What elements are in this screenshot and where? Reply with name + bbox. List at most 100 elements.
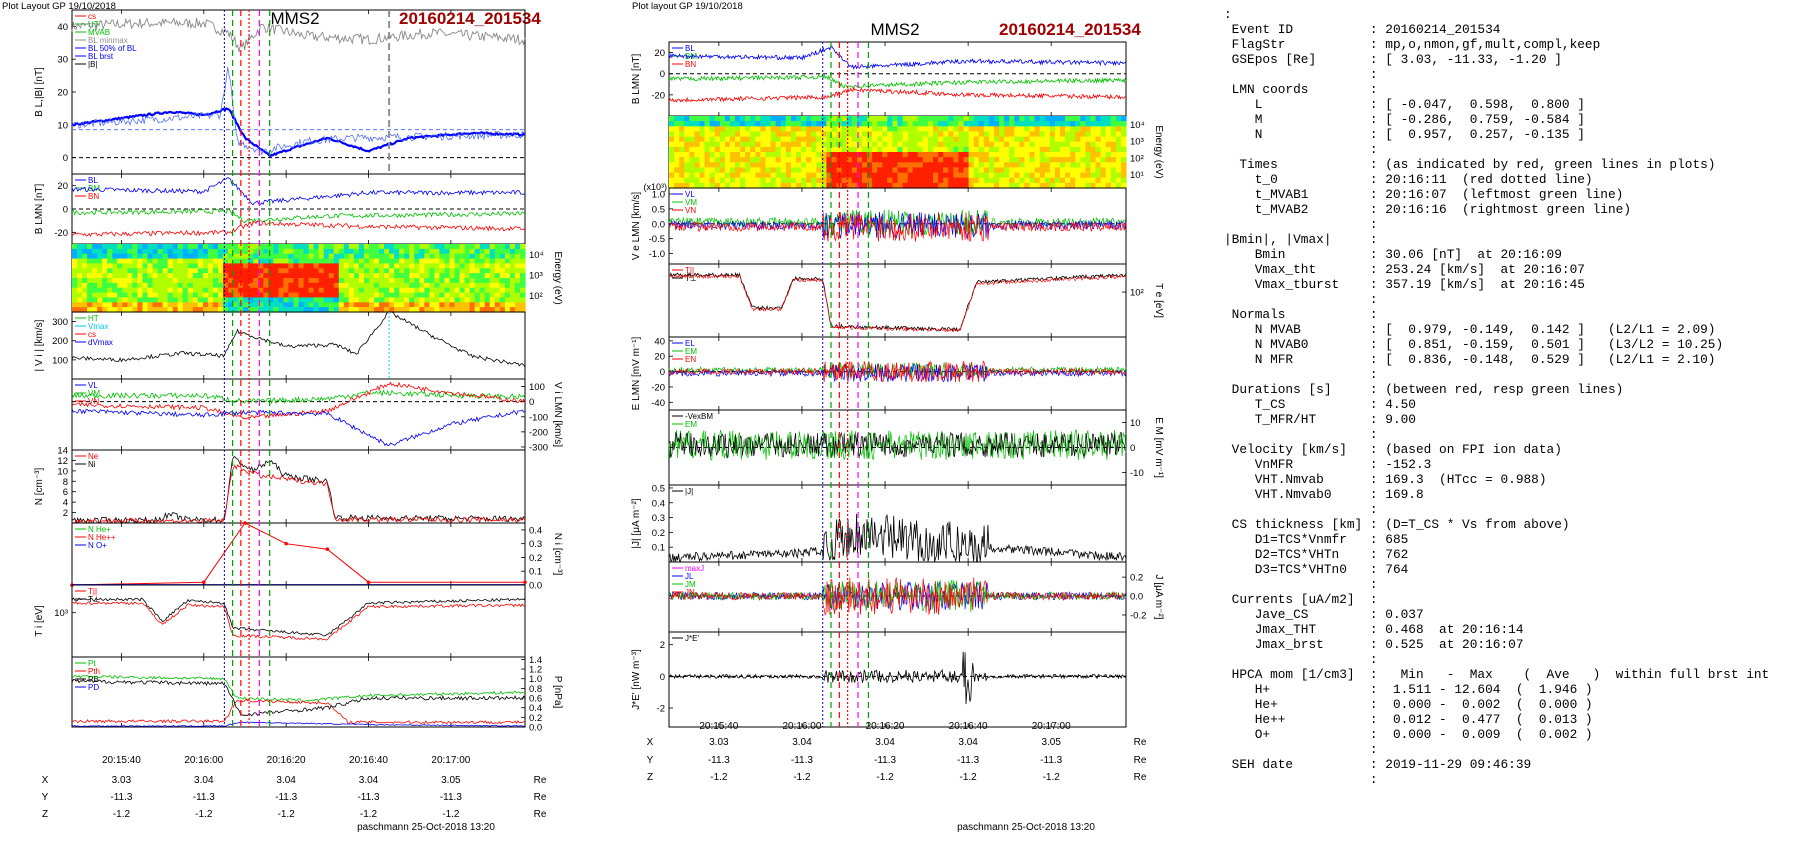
spectrogram-cell: [862, 146, 868, 153]
spectrogram-cell: [479, 302, 486, 308]
spectrogram-cell: [414, 258, 420, 265]
spectrogram-cell: [223, 287, 229, 294]
position-value: 3.04: [792, 737, 812, 748]
spectrogram-cell: [735, 141, 741, 148]
spectrogram-cell: [821, 162, 827, 168]
spectrogram-cell: [806, 162, 812, 168]
spectrogram-cell: [790, 146, 797, 153]
spectrogram-cell: [132, 307, 138, 313]
x-tick-label: 20:16:40: [349, 755, 388, 766]
spectrogram-cell: [132, 292, 138, 299]
spectrogram-cell: [1024, 162, 1031, 168]
spectrogram-cell: [253, 278, 259, 284]
spectrogram-cell: [187, 253, 194, 260]
spectrogram-cell: [122, 263, 128, 269]
spectrogram-cell: [1065, 126, 1071, 132]
spectrogram-cell: [933, 152, 939, 158]
spectrogram-cell: [816, 121, 822, 127]
plot-layout-label: Plot Layout GP 19/10/2018: [2, 1, 116, 12]
spectrogram-cell: [268, 292, 274, 299]
spectrogram-cell: [912, 162, 919, 168]
position-value: 3.03: [709, 737, 729, 748]
spectrogram-cell: [1049, 141, 1056, 148]
spectrogram-cell: [750, 177, 756, 184]
info-line: D3=TCS*VHTn0 : 764: [1224, 562, 1409, 577]
spectrogram-cell: [459, 292, 466, 299]
spectrogram-cell: [704, 177, 711, 184]
spectrogram-cell: [102, 278, 108, 284]
spectrogram-cell: [439, 268, 445, 274]
axis-label: T e [eV]: [1153, 283, 1164, 318]
spectrogram-cell: [1100, 182, 1107, 189]
spectrogram-cell: [709, 121, 716, 127]
spectrogram-cell: [811, 141, 817, 148]
spectrogram-cell: [719, 141, 726, 148]
spectrogram-cell: [248, 282, 254, 289]
spectrogram-cell: [694, 131, 701, 138]
spectrogram-cell: [1014, 131, 1020, 138]
x-tick-label: 20:16:40: [949, 721, 988, 732]
spectrogram-cell: [745, 177, 751, 184]
spectrogram-cell: [1014, 116, 1020, 122]
spectrogram-cell: [806, 136, 812, 143]
spectrogram-cell: [82, 292, 88, 299]
spectrogram-cell: [514, 297, 521, 303]
spectrogram-cell: [933, 131, 939, 138]
spectrogram-cell: [152, 253, 159, 260]
spectrogram-cell: [82, 268, 88, 274]
spectrogram-cell: [669, 177, 675, 184]
spectrogram-cell: [983, 157, 990, 163]
y-tick-label: -20: [54, 228, 68, 239]
spectrogram-cell: [684, 131, 690, 138]
spectrogram-cell: [1070, 116, 1076, 122]
info-line: :: [1224, 7, 1232, 22]
legend-entry: VN: [88, 397, 99, 406]
spectrogram-cell: [499, 273, 506, 279]
spectrogram-cell: [841, 167, 848, 174]
info-line: :: [1224, 142, 1378, 157]
spectrogram-cell: [157, 282, 164, 289]
spectrogram-cell: [102, 253, 108, 260]
spectrogram-cell: [679, 121, 685, 127]
spectrogram-cell: [922, 167, 929, 174]
legend-entry: Pt: [88, 659, 96, 668]
spectrogram-cell: [978, 167, 985, 174]
spectrogram-cell: [780, 136, 787, 143]
spectrogram-cell: [479, 244, 486, 250]
spectrogram-cell: [394, 268, 400, 274]
spectrogram-cell: [278, 253, 284, 260]
spectrogram-cell: [308, 278, 315, 284]
spectrogram-cell: [384, 244, 390, 250]
spectrogram-cell: [973, 152, 980, 158]
spectrogram-cell: [338, 263, 345, 269]
spectrogram-cell: [484, 297, 491, 303]
spectrogram-cell: [253, 297, 259, 303]
info-line: Jmax_brst : 0.525 at 20:16:07: [1224, 637, 1524, 652]
spectrogram-cell: [684, 126, 690, 132]
spectrogram-cell: [1100, 146, 1107, 153]
spectrogram-cell: [92, 268, 98, 274]
spectrogram-cell: [127, 248, 133, 255]
spectrogram-cell: [97, 307, 103, 313]
spectrogram-cell: [258, 282, 264, 289]
spectrogram-cell: [1080, 167, 1086, 174]
spectrogram-cell: [1029, 126, 1036, 132]
spectrogram-cell: [167, 278, 174, 284]
spectrogram-cell: [228, 307, 234, 313]
spectrogram-cell: [968, 172, 975, 179]
spectrogram-cell: [1060, 131, 1066, 138]
spectrogram-cell: [770, 136, 777, 143]
spectrogram-cell: [298, 258, 305, 265]
spectrogram-cell: [811, 136, 817, 143]
spectrogram-cell: [887, 141, 893, 148]
spectrogram-cell: [699, 182, 706, 189]
spectrogram-cell: [494, 307, 501, 313]
spectrogram-cell: [288, 282, 294, 289]
spectrogram-cell: [479, 263, 486, 269]
spectrogram-cell: [253, 263, 259, 269]
spectrogram-cell: [358, 263, 365, 269]
spectrogram-cell: [775, 126, 782, 132]
spectrogram-cell: [943, 131, 949, 138]
spectrogram-cell: [92, 287, 98, 294]
spectrogram-cell: [509, 302, 516, 308]
